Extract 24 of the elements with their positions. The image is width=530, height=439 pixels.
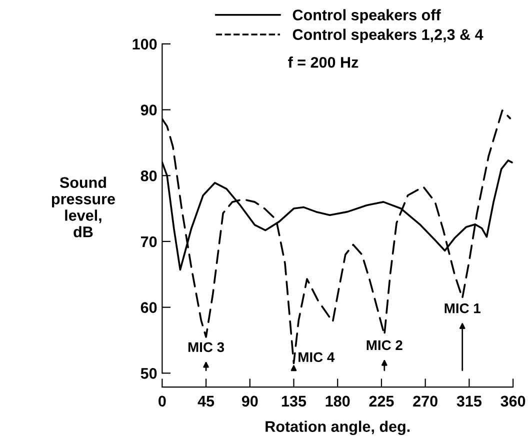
legend-label: Control speakers off [292, 9, 441, 24]
x-axis-title: Rotation angle, deg. [266, 420, 410, 436]
y-tick-label: 100 [132, 38, 157, 50]
legend-label: Control speakers 1,2,3 & 4 [292, 28, 484, 43]
annotation: MIC 2 [366, 340, 402, 350]
y-tick-label: 50 [140, 368, 157, 379]
y-tick-label: 80 [140, 170, 157, 182]
y-tick-label: 90 [140, 104, 157, 116]
x-tick-label: 0 [158, 396, 166, 407]
annotation: f = 200 Hz [288, 56, 358, 68]
x-tick-label: 360 [500, 396, 526, 407]
y-axis-title: Sound pressure level, dB [52, 176, 115, 238]
annotation: MIC 1 [444, 303, 480, 314]
annotation: MIC 4 [298, 352, 335, 362]
y-tick-label: 60 [140, 302, 157, 313]
x-tick-label: 45 [198, 396, 214, 407]
x-tick-label: 90 [242, 396, 258, 407]
x-tick-label: 180 [326, 396, 350, 407]
x-tick-label: 270 [413, 396, 438, 407]
annotation: MIC 3 [188, 342, 224, 352]
x-tick-label: 315 [456, 396, 482, 407]
x-tick-label: 225 [369, 396, 394, 407]
y-tick-label: 70 [140, 236, 157, 248]
x-tick-label: 135 [282, 396, 306, 407]
